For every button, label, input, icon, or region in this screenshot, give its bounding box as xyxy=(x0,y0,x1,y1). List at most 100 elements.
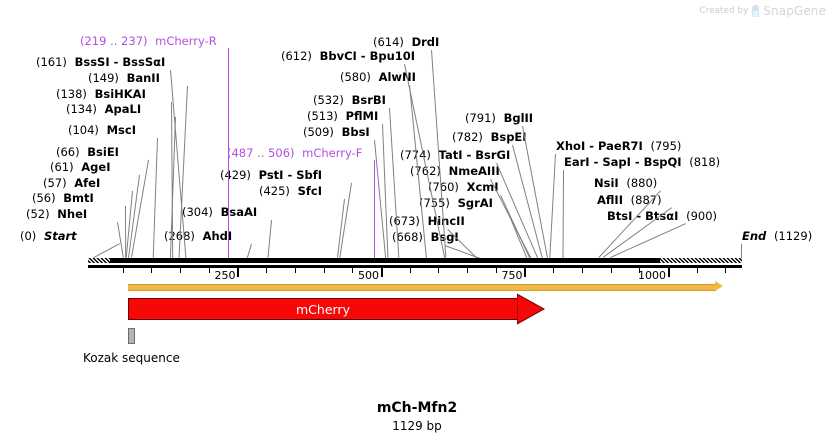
enzyme-position: (532) xyxy=(313,93,344,107)
enzyme-leader-line xyxy=(512,145,543,259)
enzyme-name: PflMI xyxy=(345,109,379,123)
enzyme-label-ahdI[interactable]: (268) AhdI xyxy=(164,230,232,243)
enzyme-name: EarI - SapI - BspQI xyxy=(564,155,682,169)
enzyme-position: (673) xyxy=(389,214,420,228)
enzyme-label-mscI[interactable]: (104) MscI xyxy=(68,124,136,137)
enzyme-label-alwNI[interactable]: (580) AlwNI xyxy=(340,71,416,84)
enzyme-label-bmtI[interactable]: (56) BmtI xyxy=(32,192,94,205)
enzyme-position: (56) xyxy=(32,191,56,205)
enzyme-label-nmeAIII[interactable]: (762) NmeAIII xyxy=(410,165,500,178)
enzyme-label-bsaAI[interactable]: (304) BsaAI xyxy=(182,206,257,219)
start-text: Start xyxy=(43,229,77,243)
primer-name: mCherry-F xyxy=(302,146,363,160)
enzyme-label-earI[interactable]: EarI - SapI - BspQI (818) xyxy=(564,156,720,169)
enzyme-name: PstI - SbfI xyxy=(258,168,323,182)
watermark-brand-text: SnapGene xyxy=(763,4,826,18)
enzyme-position: (795) xyxy=(650,139,682,153)
enzyme-label-bspEI[interactable]: (782) BspEI xyxy=(452,131,527,144)
enzyme-name: XcmI xyxy=(466,180,499,194)
enzyme-label-bglII[interactable]: (791) BglII xyxy=(465,112,533,125)
enzyme-leader-line xyxy=(522,126,549,259)
enzyme-position: (425) xyxy=(259,184,290,198)
enzyme-name: BspEI xyxy=(490,130,527,144)
ruler-major-tick xyxy=(237,268,239,277)
enzyme-label-drdI[interactable]: (614) DrdI xyxy=(373,36,439,49)
enzyme-label-xcmI[interactable]: (760) XcmI xyxy=(428,181,499,194)
enzyme-label-sfcI[interactable]: (425) SfcI xyxy=(259,185,322,198)
enzyme-leader-line xyxy=(444,245,481,259)
enzyme-leader-line xyxy=(152,137,158,258)
enzyme-name: NmeAIII xyxy=(448,164,500,178)
ruler-minor-tick xyxy=(553,268,554,273)
enzyme-label-sgrAI[interactable]: (755) SgrAI xyxy=(419,197,493,210)
feature-mcherry-label: mCherry xyxy=(296,302,350,317)
enzyme-name: BbvCI - Bpu10I xyxy=(319,49,416,63)
enzyme-name: BsiHKAI xyxy=(94,87,146,101)
enzyme-label-bsrBI[interactable]: (532) BsrBI xyxy=(313,94,386,107)
enzyme-label-bbsI[interactable]: (509) BbsI xyxy=(303,126,370,139)
enzyme-name: BtsI - BtsαI xyxy=(607,209,679,223)
enzyme-position: (668) xyxy=(392,230,423,244)
enzyme-name: BglII xyxy=(503,111,534,125)
backbone-bottom-strand xyxy=(88,265,742,268)
ruler-tick-label: 250 xyxy=(214,269,236,282)
enzyme-label-bssSI[interactable]: (161) BssSI - BssSαI xyxy=(36,56,165,69)
enzyme-label-nsiI[interactable]: NsiI (880) xyxy=(594,177,657,190)
ruler-minor-tick xyxy=(582,268,583,273)
enzyme-label-hincII[interactable]: (673) HincII xyxy=(389,215,465,228)
primer-range: (487 .. 506) xyxy=(227,146,295,160)
end-position: (1129) xyxy=(773,229,813,243)
enzyme-label-bsiEI[interactable]: (66) BsiEI xyxy=(56,146,119,159)
enzyme-position: (614) xyxy=(373,35,404,49)
enzyme-label-xhoI[interactable]: XhoI - PaeR7I (795) xyxy=(556,140,681,153)
enzyme-label-apaLI[interactable]: (134) ApaLI xyxy=(66,103,141,116)
enzyme-label-btsI[interactable]: BtsI - BtsαI (900) xyxy=(607,210,717,223)
ruler-minor-tick xyxy=(180,268,181,273)
ruler-minor-tick xyxy=(697,268,698,273)
primer-label-mcherry-r[interactable]: (219 .. 237) mCherry-R xyxy=(80,35,217,48)
enzyme-label-banII[interactable]: (149) BanII xyxy=(88,72,160,85)
enzyme-name: SfcI xyxy=(297,184,322,198)
enzyme-name: TatI - BsrGI xyxy=(438,148,511,162)
ruler-tick-label: 1000 xyxy=(637,269,666,282)
enzyme-position: (104) xyxy=(68,123,99,137)
primer-connector-mcherry-f xyxy=(374,160,375,260)
primer-label-mcherry-f[interactable]: (487 .. 506) mCherry-F xyxy=(227,147,362,160)
enzyme-leader-line xyxy=(117,222,124,259)
ruler-minor-tick xyxy=(324,268,325,273)
enzyme-label-ageI[interactable]: (61) AgeI xyxy=(50,161,110,174)
primer-connector-mcherry-r xyxy=(228,48,229,260)
watermark-created-by-text: Created by xyxy=(699,6,749,16)
enzyme-position: (429) xyxy=(220,168,251,182)
enzyme-label-bsiHKAI[interactable]: (138) BsiHKAI xyxy=(56,88,146,101)
ruler-minor-tick xyxy=(438,268,439,273)
enzyme-label-pflMI[interactable]: (513) PflMI xyxy=(307,110,378,123)
enzyme-leader-line xyxy=(610,223,686,258)
sequence-end-label: End (1129) xyxy=(742,230,812,243)
enzyme-name: XhoI - PaeR7I xyxy=(556,139,643,153)
orf-arrow-bar[interactable] xyxy=(128,284,716,291)
enzyme-label-pstI[interactable]: (429) PstI - SbfI xyxy=(220,169,322,182)
enzyme-name: ApaLI xyxy=(104,102,142,116)
enzyme-position: (304) xyxy=(182,205,213,219)
enzyme-label-bbvCI[interactable]: (612) BbvCI - Bpu10I xyxy=(281,50,415,63)
enzyme-position: (509) xyxy=(303,125,334,139)
orf-arrow-head-icon xyxy=(715,281,723,291)
enzyme-name: BmtI xyxy=(63,191,94,205)
enzyme-name: AhdI xyxy=(202,229,233,243)
feature-kozak-box[interactable] xyxy=(128,328,135,344)
enzyme-position: (61) xyxy=(50,160,74,174)
enzyme-name: HincII xyxy=(427,214,465,228)
enzyme-position: (66) xyxy=(56,145,80,159)
enzyme-name: AflII xyxy=(597,193,623,207)
enzyme-name: BsrBI xyxy=(351,93,386,107)
ruler-minor-tick xyxy=(295,268,296,273)
enzyme-name: SgrAI xyxy=(457,196,493,210)
ruler-minor-tick xyxy=(467,268,468,273)
enzyme-label-afeI[interactable]: (57) AfeI xyxy=(43,177,100,190)
ruler-tick-label: 500 xyxy=(357,269,379,282)
enzyme-label-nheI[interactable]: (52) NheI xyxy=(26,208,87,221)
enzyme-name: BbsI xyxy=(341,125,370,139)
backbone-right-hatch xyxy=(660,258,742,263)
